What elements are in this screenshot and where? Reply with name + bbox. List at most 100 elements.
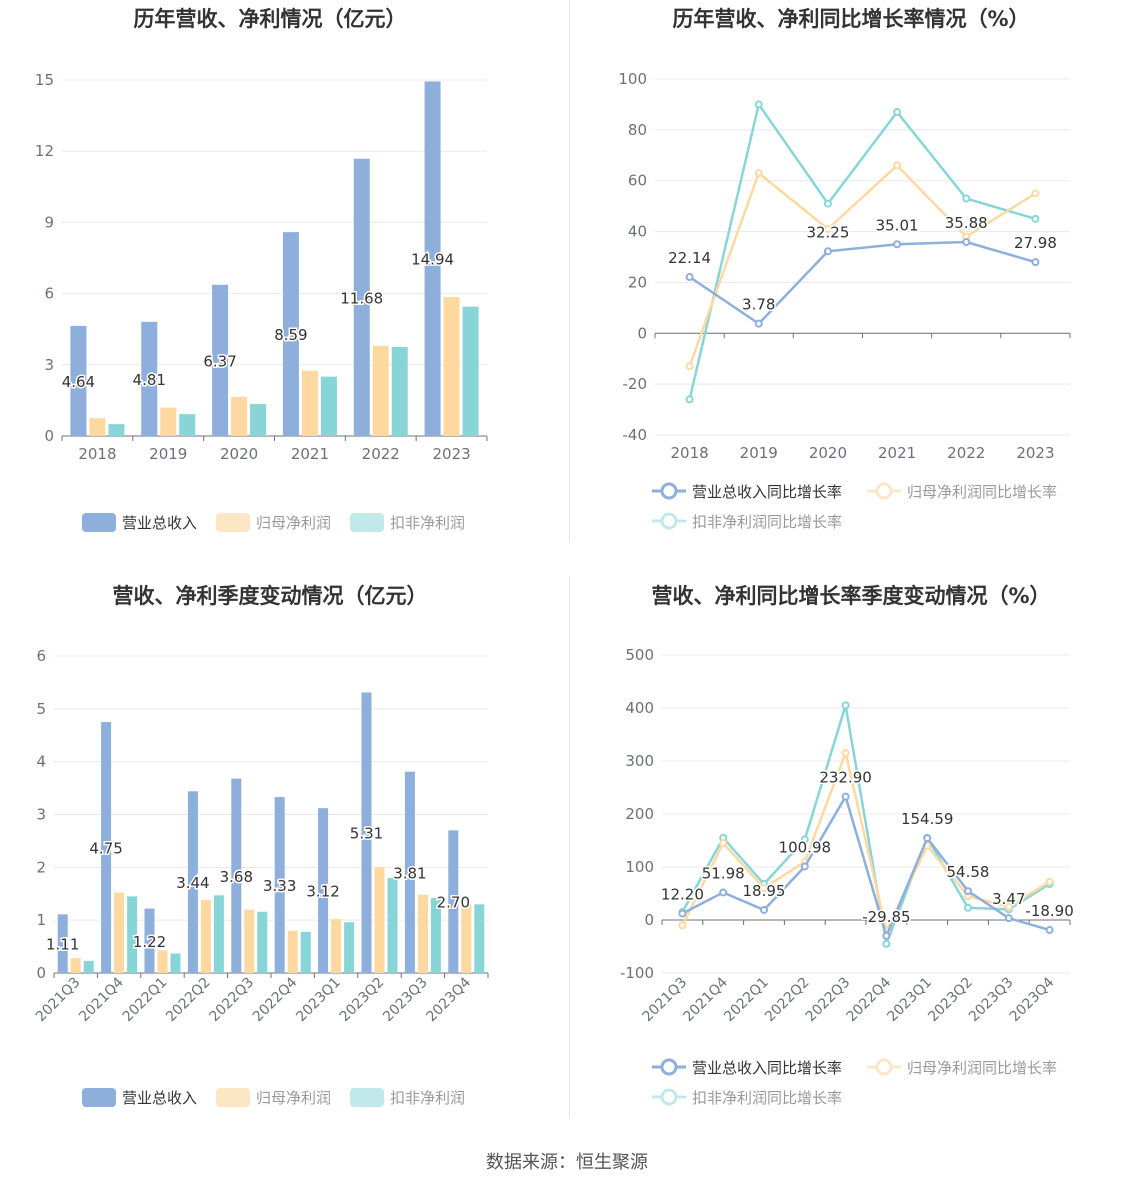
line-point xyxy=(719,839,728,848)
line-point xyxy=(754,169,763,178)
line-point xyxy=(1031,214,1040,223)
chart-title: 历年营收、净利同比增长率情况（%） xyxy=(672,7,1029,31)
line-point xyxy=(760,884,768,893)
x-tick-label: 2023Q3 xyxy=(380,975,431,1026)
bar-nonrecurring-profit xyxy=(300,931,311,973)
legend-label: 扣非净利润同比增长率 xyxy=(692,1089,842,1107)
legend-label: 扣非净利润 xyxy=(390,514,465,532)
data-label: 8.59 xyxy=(274,326,307,344)
legend-swatch xyxy=(350,1088,384,1107)
x-tick-label: 2022 xyxy=(362,445,400,463)
bar-revenue xyxy=(212,284,229,436)
bar-revenue xyxy=(187,791,198,973)
data-label: 3.47 xyxy=(992,890,1025,908)
data-label: 3.33 xyxy=(263,877,296,895)
chart-annual-growth-rate: 历年营收、净利同比增长率情况（%） -40 -20 0 20 40 60 80 100 2018 2… xyxy=(567,0,1134,576)
bar-revenue xyxy=(282,232,299,436)
line-series-2 xyxy=(688,101,1036,400)
data-label: 14.94 xyxy=(411,251,454,269)
y-tick-label: 0 xyxy=(36,964,46,982)
divider-bottom xyxy=(569,576,570,1118)
x-tick-label: 2021 xyxy=(291,445,329,463)
legend-swatch xyxy=(82,513,116,532)
line-point xyxy=(962,194,971,203)
bar-revenue xyxy=(274,797,285,973)
y-tick-label: 500 xyxy=(625,646,654,664)
y-tick-label: 20 xyxy=(628,273,647,291)
line-point xyxy=(1045,926,1054,935)
bar-parent-profit xyxy=(287,930,298,973)
legend-marker xyxy=(660,512,678,530)
chart-annual-revenue-profit: 历年营收、净利情况（亿元） 0 3 6 9 12 15 2018 2019 2020 2021 202… xyxy=(0,0,567,576)
line-point xyxy=(893,108,902,117)
bar-nonrecurring-profit xyxy=(127,896,138,973)
legend-marker xyxy=(875,482,893,500)
legend-label: 扣非净利润同比增长率 xyxy=(692,513,842,531)
data-label: 18.95 xyxy=(743,882,786,900)
bar-revenue xyxy=(404,771,415,973)
line-series-0 xyxy=(688,240,1036,326)
line-point xyxy=(841,792,850,801)
legend-marker xyxy=(660,482,678,500)
bar-revenue xyxy=(144,908,155,973)
data-label: 27.98 xyxy=(1014,234,1057,252)
line-point xyxy=(685,272,694,281)
bar-revenue xyxy=(448,830,459,973)
bar-parent-profit xyxy=(417,894,428,973)
line-point xyxy=(893,240,902,249)
x-tick-label: 2023Q4 xyxy=(1007,974,1058,1025)
y-tick-label: 100 xyxy=(618,70,647,88)
bar-parent-profit xyxy=(443,297,460,436)
data-label: 12.20 xyxy=(661,886,704,904)
data-label: 4.81 xyxy=(133,371,166,389)
bar-nonrecurring-profit xyxy=(462,306,479,436)
line-point xyxy=(823,247,832,256)
bar-revenue xyxy=(101,722,112,973)
data-label: 35.88 xyxy=(945,214,988,232)
data-label: -18.90 xyxy=(1025,902,1073,920)
line-point xyxy=(754,100,763,109)
line-point xyxy=(964,903,972,912)
line-point xyxy=(760,905,768,914)
legend-label: 营业总收入同比增长率 xyxy=(692,483,842,501)
chart-title: 历年营收、净利情况（亿元） xyxy=(134,7,407,31)
legend-swatch xyxy=(350,513,384,532)
line-point xyxy=(800,862,809,871)
bar-parent-profit xyxy=(231,396,248,436)
data-label: 3.78 xyxy=(742,296,775,314)
bar-revenue xyxy=(141,321,158,436)
legend-swatch xyxy=(82,1088,116,1107)
y-tick-label: 0 xyxy=(44,427,54,445)
bar-revenue xyxy=(57,914,68,973)
x-tick-label: 2022Q3 xyxy=(207,975,258,1026)
data-label: 3.68 xyxy=(220,868,253,886)
line-point xyxy=(1031,258,1040,267)
data-label: 232.90 xyxy=(819,769,872,787)
bar-parent-profit xyxy=(160,407,177,436)
legend-marker xyxy=(660,1058,678,1076)
line-point xyxy=(923,834,932,843)
line-point xyxy=(678,909,687,918)
bar-parent-profit xyxy=(331,919,342,973)
x-tick-label: 2021 xyxy=(878,444,916,462)
data-label: 4.64 xyxy=(62,373,95,391)
line-point xyxy=(719,888,728,897)
bar-parent-profit xyxy=(114,892,125,973)
legend-marker xyxy=(875,1058,893,1076)
y-tick-label: 1 xyxy=(36,911,46,929)
x-tick-label: 2023Q3 xyxy=(966,975,1017,1026)
bar-nonrecurring-profit xyxy=(474,904,485,973)
y-tick-label: 3 xyxy=(36,806,46,824)
x-tick-label: 2019 xyxy=(740,444,778,462)
y-tick-label: 0 xyxy=(644,911,654,929)
data-label: 11.68 xyxy=(340,289,383,307)
x-tick-label: 2022Q1 xyxy=(721,975,772,1026)
x-tick-label: 2023Q1 xyxy=(884,975,935,1026)
bar-nonrecurring-profit xyxy=(257,911,268,973)
bar-parent-profit xyxy=(157,950,168,973)
data-label: 3.44 xyxy=(176,874,209,892)
data-label: 5.31 xyxy=(350,825,383,843)
line-series-0 xyxy=(681,793,1050,940)
line-point xyxy=(823,199,832,208)
bar-revenue xyxy=(424,81,441,436)
